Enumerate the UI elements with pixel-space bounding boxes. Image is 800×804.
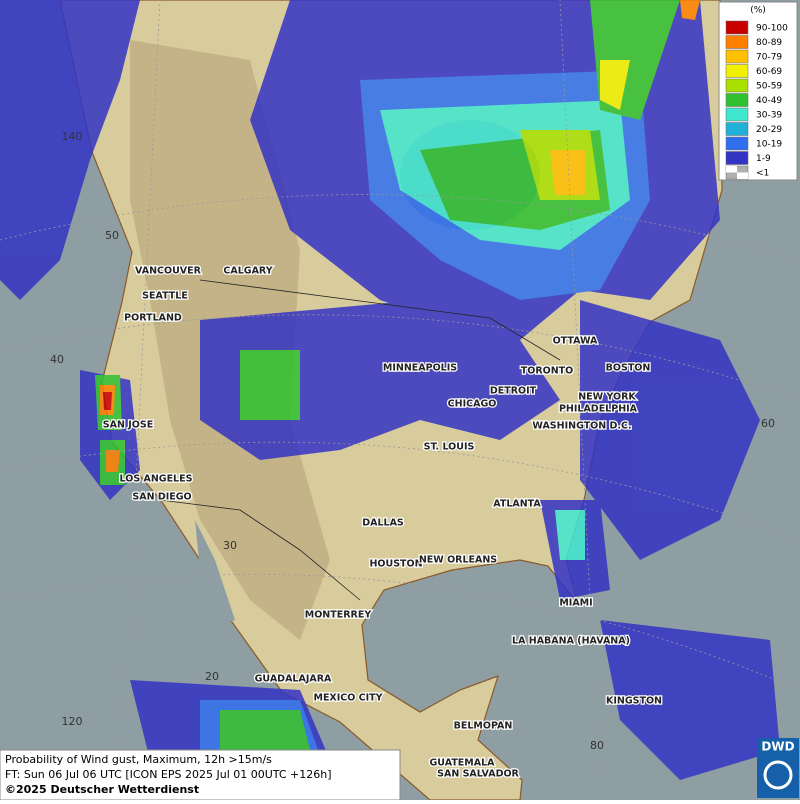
legend-title: (%): [750, 6, 766, 16]
city-label: MIAMI: [559, 598, 592, 609]
legend-swatch: [725, 107, 749, 122]
legend-label: 40-49: [756, 96, 782, 106]
legend-swatch: [725, 64, 749, 78]
legend-swatch: [725, 20, 749, 35]
city-label: OTTAWA: [553, 336, 598, 347]
graticule-label: 80: [590, 739, 604, 752]
city-label: TORONTO: [521, 366, 573, 377]
city-label: CHICAGO: [448, 399, 497, 410]
city-label: MINNEAPOLIS: [383, 363, 457, 374]
city-label: PHILADELPHIA: [559, 404, 638, 415]
city-label: ST. LOUIS: [424, 442, 475, 453]
city-label: GUATEMALA: [429, 758, 495, 769]
graticule-label: 20: [205, 670, 219, 683]
city-label: SEATTLE: [142, 291, 188, 302]
legend-swatch: [725, 151, 749, 165]
city-label: LA HABANA (HAVANA): [512, 636, 630, 647]
gulf-of-mexico: [365, 566, 545, 700]
city-label: NEW ORLEANS: [419, 555, 497, 566]
legend-swatch: [725, 35, 749, 49]
legend-swatch-check: [726, 166, 737, 173]
city-label: SAN DIEGO: [132, 492, 191, 503]
graticule-label: 120: [62, 715, 83, 728]
logo-icon: [763, 760, 793, 790]
city-label: WASHINGTON D.C.: [532, 421, 631, 432]
legend-swatch: [725, 78, 749, 93]
graticule-label: 140: [62, 130, 83, 143]
legend-label: 80-89: [756, 38, 782, 48]
city-label: GUADALAJARA: [255, 674, 332, 685]
city-label: HOUSTON: [369, 559, 422, 570]
legend-label: 30-39: [756, 111, 782, 121]
footer: Probability of Wind gust, Maximum, 12h >…: [5, 753, 332, 796]
footer-text: Probability of Wind gust, Maximum, 12h >…: [5, 753, 272, 766]
city-label: SAN JOSE: [103, 420, 153, 431]
gulf-of-california: [195, 520, 235, 625]
city-label: MONTERREY: [305, 610, 372, 621]
graticule-label: 40: [50, 353, 64, 366]
legend-label: 10-19: [756, 140, 782, 150]
legend-swatch-check: [737, 172, 748, 179]
city-label: CALGARY: [223, 266, 272, 277]
city-label: LOS ANGELES: [120, 474, 193, 485]
legend-label: 20-29: [756, 125, 782, 135]
city-label: KINGSTON: [606, 696, 662, 707]
graticule-label: 60: [761, 417, 775, 430]
legend: 90-100 80-89 70-79 60-69 50-59 40-49 30-39 20-2…: [725, 20, 788, 180]
city-label: NEW YORK: [578, 392, 636, 403]
city-label: PORTLAND: [124, 313, 182, 324]
legend-swatch: [725, 136, 749, 151]
city-label: DALLAS: [362, 518, 404, 529]
city-label: DETROIT: [490, 386, 537, 397]
legend-label: <1: [756, 169, 769, 179]
footer-text: FT: Sun 06 Jul 06 UTC [ICON EPS 2025 Jul…: [5, 768, 332, 781]
legend-label: 60-69: [756, 67, 782, 77]
footer-box: [0, 749, 401, 801]
city-label: BELMOPAN: [454, 721, 513, 732]
probability-field: [0, 0, 780, 780]
graticule-label: 50: [105, 229, 119, 242]
footer-text: ©2025 Deutscher Wetterdienst: [5, 783, 199, 796]
border: [199, 279, 561, 361]
city-label: VANCOUVER: [135, 266, 202, 277]
border: [159, 499, 361, 601]
legend-label: 90-100: [756, 24, 788, 34]
legend-label: 50-59: [756, 82, 782, 92]
legend-swatch: [725, 93, 749, 107]
legend-label: 70-79: [756, 53, 782, 63]
labels: VANCOUVER CALGARY SEATTLE PORTLAND MINNEAPOL…: [50, 130, 775, 781]
city-label: BOSTON: [606, 363, 651, 374]
legend-swatch: [725, 49, 749, 64]
city-label: MEXICO CITY: [313, 693, 382, 704]
city-label: ATLANTA: [493, 499, 541, 510]
logo-text: DWD: [761, 740, 794, 754]
legend-label: 1-9: [756, 154, 771, 164]
legend-swatch: [725, 122, 749, 136]
graticule-label: 30: [223, 539, 237, 552]
city-label: SAN SALVADOR: [437, 769, 519, 780]
